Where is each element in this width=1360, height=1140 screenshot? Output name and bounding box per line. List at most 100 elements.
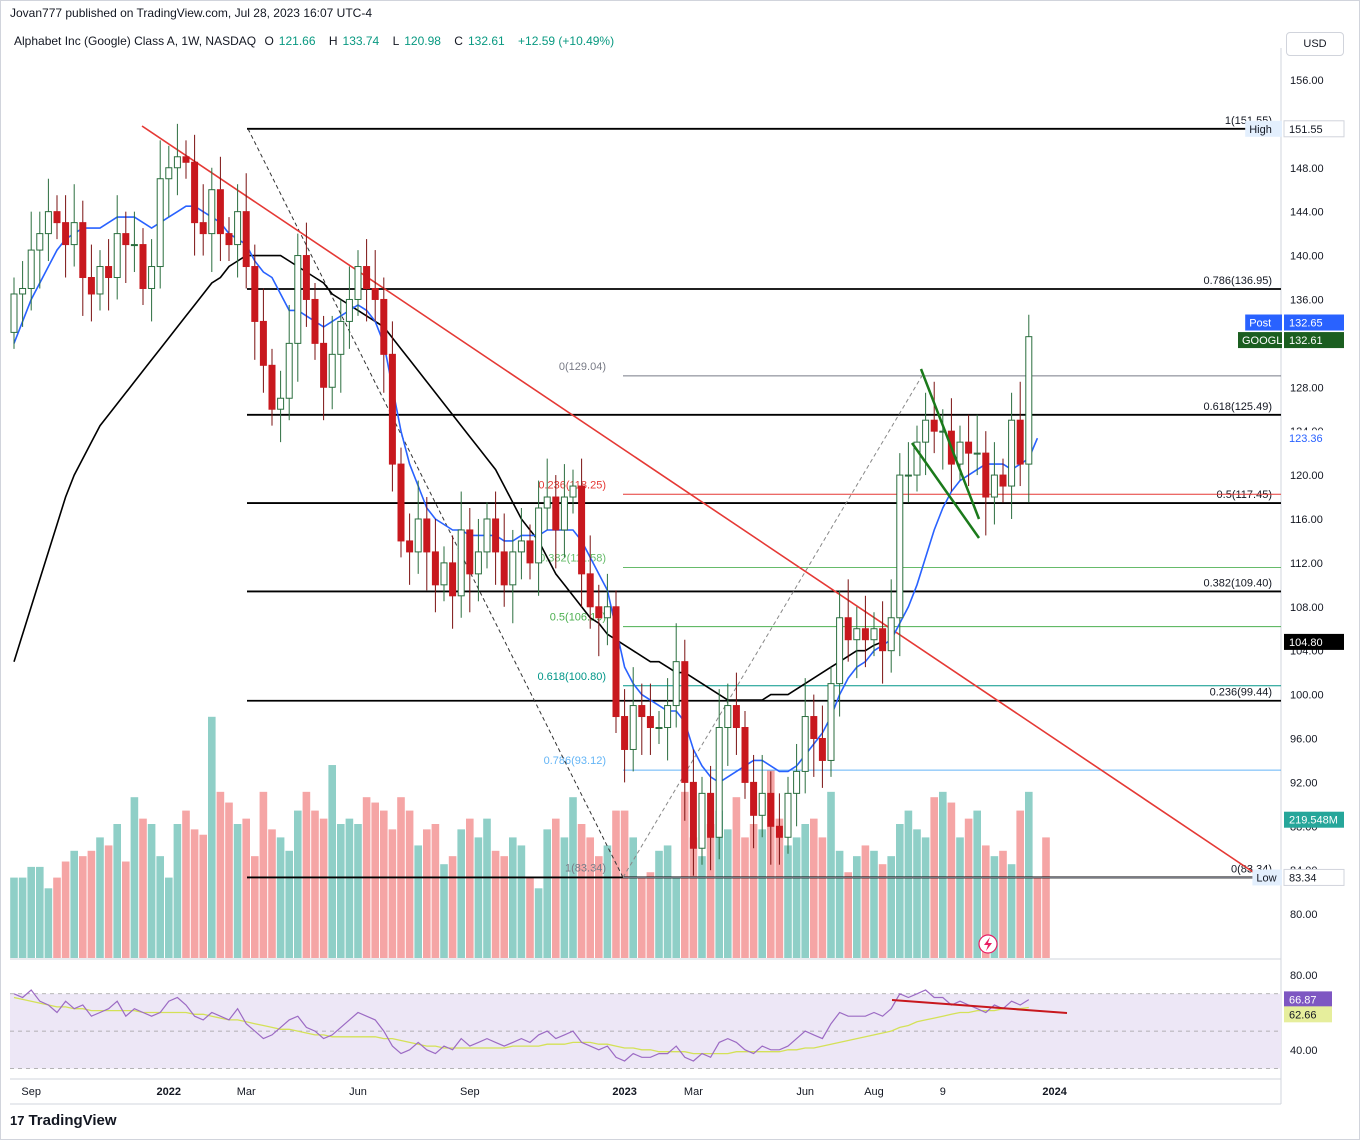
volume-bar [534,888,543,958]
volume-bar [466,818,474,958]
candle [664,678,672,761]
candle [423,497,431,591]
candle-body [861,628,869,641]
volume-bar [543,829,551,958]
candle [741,711,749,799]
volume-bar [749,824,758,958]
lightning-icon [978,934,998,954]
candle [113,195,121,300]
candle [337,299,345,393]
candle [474,518,482,602]
volume-bar [371,802,379,958]
candle-body [517,540,525,553]
candle [311,283,319,360]
candle-body [337,320,345,355]
candle [397,447,405,558]
candle-body [363,266,371,289]
candle [259,288,267,393]
candle-body [10,293,18,333]
price-tag-label: GOOGL [1242,335,1282,347]
candle [268,348,276,426]
volume-bar [448,856,457,958]
candle [904,442,912,503]
candle [320,315,328,421]
candle-body [113,233,121,279]
price-axis-tick: 96.00 [1290,733,1318,745]
candle-body [758,792,766,816]
fib-ext-label: 0.786(93.12) [544,755,606,767]
candle [681,639,689,821]
candle [535,480,543,596]
candle-body [698,792,706,849]
volume-bar [405,810,414,958]
flag-upper-line [919,368,981,520]
volume-bar [620,810,629,958]
candle [638,683,646,755]
candle-body [646,716,654,729]
fib-level-label: 0.5(117.45) [1217,489,1272,501]
volume-bar [10,877,18,958]
volume-bar [603,845,612,958]
candle-body [672,661,680,707]
price-axis-tick: 140.00 [1290,251,1324,263]
price-tag: 151.55 High [1245,120,1345,138]
volume-bar [1025,791,1033,958]
volume-bar [483,818,491,958]
volume-bar [500,856,508,958]
volume-bar [113,824,121,958]
candle-body [380,298,388,355]
candle-body [801,716,809,772]
volume-bar [655,850,663,958]
volume-bar [53,877,61,958]
candle-body [732,705,740,729]
price-tag-value: 151.55 [1289,124,1323,136]
rsi-line [13,989,1030,1062]
candle-body [302,255,310,300]
price-tag-value: 104.80 [1289,637,1323,649]
volume-bar [457,829,465,958]
flag-lower-line [910,442,981,539]
candle-body [483,518,491,553]
candle-body [535,507,543,564]
candle [887,579,895,673]
candle-body [999,474,1007,487]
volume-bar [904,810,913,958]
volume-bars [10,716,1050,958]
symbol-name[interactable]: Alphabet Inc (Google) Class A, 1W, NASDA… [14,34,257,48]
candle-body [904,474,912,477]
candle [466,508,474,613]
tradingview-logo[interactable]: 17 TradingView [10,1112,117,1129]
candle-body [165,167,173,180]
candle-body [492,518,500,553]
candle [156,140,164,289]
price-tag-value: 123.36 [1289,433,1323,445]
candle-body [294,255,302,344]
candle-body [173,156,181,169]
candles [10,123,1033,876]
price-tag: 132.65 Post [1245,314,1344,331]
price-tag: 104.80 [1284,633,1344,650]
rsi-tag: 66.87 [1284,991,1332,1008]
candle-body [836,617,844,685]
symbol-legend: Alphabet Inc (Google) Class A, 1W, NASDA… [14,34,619,48]
candle [896,453,904,657]
candle [793,743,801,827]
change-value: +12.59 (+10.49%) [518,34,615,48]
volume-bar [801,824,809,958]
volume-bar [638,877,646,958]
candle [560,464,568,558]
candle [818,705,826,788]
candle-body [827,683,835,761]
volume-bar [216,791,225,958]
currency-button[interactable]: USD [1286,32,1344,56]
volume-bar [818,837,827,958]
volume-bar [380,810,388,958]
candle-body [922,419,930,443]
candle [234,184,242,278]
volume-bar [887,856,895,958]
volume-bar [612,810,620,958]
fib-ext-label: 0.618(100.80) [538,671,607,683]
low-value: L 120.98 [392,34,441,48]
price-tag-label-bg [1238,332,1282,349]
